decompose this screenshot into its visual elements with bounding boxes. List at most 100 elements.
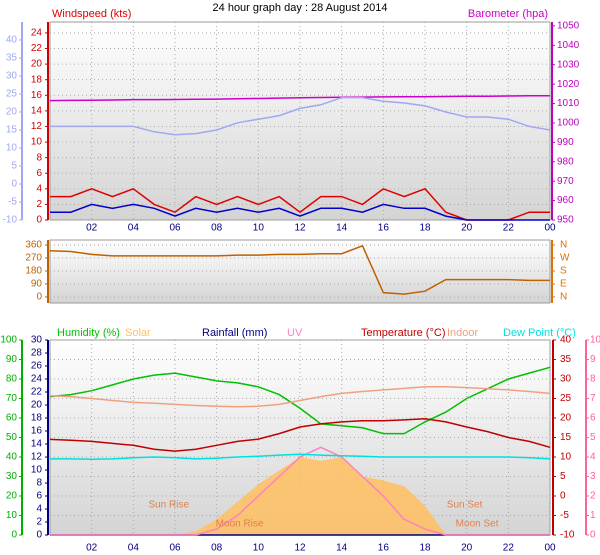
y-tick-label: 30 — [6, 71, 18, 82]
y-tick-label: 10 — [6, 143, 18, 154]
y-tick-label: 14 — [31, 439, 43, 450]
y-tick-label: 5 — [590, 432, 596, 443]
x-tick-label: 10 — [253, 223, 265, 234]
y-tick-label: 0 — [11, 179, 17, 190]
y-tick-label: 80 — [6, 374, 18, 385]
y-tick-label: 950 — [557, 215, 574, 226]
y-tick-label: 30 — [560, 374, 572, 385]
legend-entry: Humidity (%) — [57, 327, 120, 339]
annotation: Sun Set — [447, 500, 483, 511]
y-tick-label: 0 — [590, 530, 596, 541]
y-tick-label: 8 — [36, 152, 42, 163]
y-tick-label: 10 — [6, 510, 18, 521]
y-tick-label: 16 — [31, 426, 43, 437]
y-tick-label: 10 — [560, 452, 572, 463]
line — [50, 96, 551, 136]
y-tick-label: 1020 — [557, 79, 580, 90]
y-tick-label: 15 — [6, 125, 18, 136]
line — [49, 366, 551, 435]
x-tick-label: 22 — [503, 223, 515, 234]
line — [49, 386, 551, 408]
y-tick-label: 22 — [31, 387, 43, 398]
y-tick-label: 20 — [6, 491, 18, 502]
y-tick-label: 6 — [36, 491, 42, 502]
y-tick-label: 9 — [590, 354, 596, 365]
legend-entry: Barometer (hpa) — [468, 8, 548, 20]
y-tick-label: 0 — [36, 530, 42, 541]
y-tick-label: 360 — [25, 240, 42, 251]
y-tick-label: E — [560, 279, 567, 290]
x-tick-label: 06 — [169, 543, 181, 554]
legend-entry: Dew Point (°C) — [503, 327, 576, 339]
y-tick-label: 35 — [560, 354, 572, 365]
y-tick-label: 4 — [36, 183, 42, 194]
x-tick-label: 22 — [503, 543, 515, 554]
legend-entry: Indoor — [447, 327, 479, 339]
x-tick-label: 00 — [544, 543, 556, 554]
y-tick-label: 90 — [31, 279, 43, 290]
y-tick-label: 0 — [560, 491, 566, 502]
legend-entry: Temperature (°C) — [361, 327, 445, 339]
y-tick-label: 30 — [6, 471, 18, 482]
annotation: Moon Rise — [216, 519, 264, 530]
y-tick-label: 1 — [590, 510, 596, 521]
y-tick-label: 90 — [6, 354, 18, 365]
y-tick-label: 14 — [31, 106, 43, 117]
x-tick-label: 16 — [378, 543, 390, 554]
line — [50, 453, 551, 461]
x-tick-label: 14 — [336, 543, 348, 554]
y-tick-label: 100 — [0, 335, 17, 346]
y-tick-label: 70 — [6, 393, 18, 404]
x-tick-label: 02 — [86, 543, 98, 554]
y-tick-label: 6 — [590, 413, 596, 424]
y-tick-label: 1040 — [557, 40, 580, 51]
y-tick-label: 2 — [36, 199, 42, 210]
x-tick-label: 16 — [378, 223, 390, 234]
y-tick-label: 6 — [36, 168, 42, 179]
y-tick-label: -10 — [3, 215, 18, 226]
y-tick-label: 4 — [36, 504, 42, 515]
x-tick-label: 20 — [461, 223, 473, 234]
y-tick-label: 2 — [36, 517, 42, 528]
y-tick-label: 270 — [25, 253, 42, 264]
legend-entry: Rainfall (mm) — [202, 327, 267, 339]
y-tick-label: 10 — [31, 137, 43, 148]
y-tick-label: 8 — [36, 478, 42, 489]
chart-title: 24 hour graph day : 28 August 2014 — [213, 2, 388, 14]
y-tick-label: 10 — [590, 335, 600, 346]
y-tick-label: 1050 — [557, 21, 580, 32]
y-tick-label: 10 — [31, 465, 43, 476]
y-tick-label: 7 — [590, 393, 596, 404]
y-tick-label: 3 — [590, 471, 596, 482]
y-tick-label: 28 — [31, 348, 43, 359]
x-tick-label: 04 — [128, 223, 140, 234]
y-tick-label: 1000 — [557, 118, 580, 129]
y-tick-label: 60 — [6, 413, 18, 424]
y-tick-label: 12 — [31, 121, 43, 132]
y-tick-label: 35 — [6, 53, 18, 64]
x-tick-label: 12 — [294, 223, 306, 234]
y-tick-label: 24 — [31, 374, 43, 385]
y-tick-label: 30 — [31, 335, 43, 346]
legend-entry: Solar — [125, 327, 151, 339]
y-tick-label: 26 — [31, 361, 43, 372]
y-tick-label: 5 — [11, 161, 17, 172]
y-tick-label: 20 — [31, 59, 43, 70]
y-tick-label: -5 — [8, 197, 17, 208]
y-tick-label: 25 — [6, 89, 18, 100]
line — [49, 95, 550, 102]
annotation: Sun Rise — [148, 500, 189, 511]
line — [50, 446, 550, 536]
y-tick-label: 5 — [560, 471, 566, 482]
y-tick-label: 4 — [590, 452, 596, 463]
x-tick-label: 10 — [253, 543, 265, 554]
x-tick-label: 18 — [419, 223, 431, 234]
x-tick-label: 18 — [419, 543, 431, 554]
y-tick-label: 0 — [11, 530, 17, 541]
x-tick-label: 12 — [294, 543, 306, 554]
y-tick-label: 16 — [31, 90, 43, 101]
y-tick-label: 50 — [6, 432, 18, 443]
x-tick-label: 14 — [336, 223, 348, 234]
x-tick-label: 08 — [211, 223, 223, 234]
y-tick-label: 40 — [6, 35, 18, 46]
